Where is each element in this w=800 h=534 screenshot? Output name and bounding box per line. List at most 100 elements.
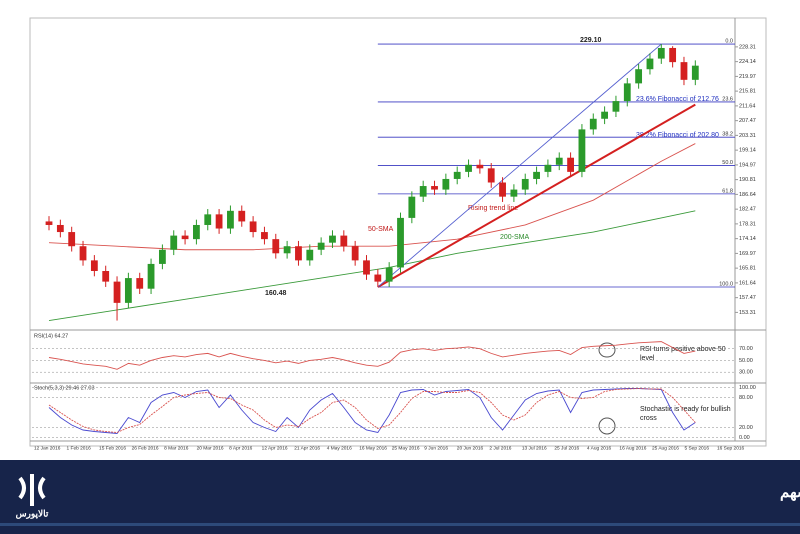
sma50-annotation: 50-SMA — [368, 226, 394, 233]
fib-annotation: 38.2% Fibonacci of 202.80 — [636, 132, 719, 139]
candle-body — [158, 249, 166, 264]
logo-icon — [18, 474, 46, 506]
candle-body — [317, 242, 325, 250]
candle-body — [419, 186, 427, 197]
candle-body — [691, 65, 699, 80]
candle-body — [567, 157, 574, 172]
logo-text: تالاپورس — [16, 508, 49, 519]
y-tick-label: 186.64 — [739, 192, 756, 198]
candle-body — [510, 189, 518, 197]
candle-body — [385, 267, 393, 282]
fib-label: 23.6 — [722, 96, 733, 102]
rsi-note-box: RSI turns positive above 50 level — [640, 346, 726, 362]
y-tick-label: 20.00 — [739, 425, 753, 431]
fib-label: 100.0 — [719, 281, 733, 287]
x-tick-label: 12 Apr 2016 — [262, 445, 288, 451]
y-tick-label: 0.00 — [739, 435, 750, 441]
candle-body — [90, 260, 98, 272]
fib-label: 61.8 — [722, 188, 733, 194]
y-tick-label: 228.31 — [739, 44, 756, 50]
x-tick-label: 16 Aug 2016 — [619, 445, 646, 451]
x-tick-label: 13 Jul 2016 — [522, 445, 547, 451]
sma200-annotation: 200-SMA — [500, 234, 530, 241]
candle-body — [646, 58, 654, 70]
candle-body — [544, 164, 552, 172]
footer-stripe — [0, 523, 800, 526]
candle-body — [56, 224, 64, 233]
candle-body — [442, 178, 450, 190]
x-tick-label: 26 Feb 2016 — [132, 445, 159, 451]
y-tick-label: 153.31 — [739, 310, 756, 316]
candle-body — [193, 224, 200, 240]
candle-body — [351, 246, 359, 261]
candle-body — [124, 278, 132, 303]
candle-body — [170, 235, 178, 250]
fib-label: 0.0 — [725, 39, 733, 45]
candle-body — [283, 246, 291, 254]
rsi-note: RSI turns positive above 50 level — [640, 346, 726, 362]
y-tick-label: 157.47 — [739, 295, 756, 301]
candle-body — [215, 214, 223, 229]
y-tick-label: 219.97 — [739, 74, 756, 80]
candle-body — [623, 83, 631, 102]
candle-body — [79, 246, 87, 261]
candle-body — [589, 118, 597, 130]
y-tick-label: 182.47 — [739, 207, 756, 213]
y-tick-label: 190.81 — [739, 177, 756, 183]
candle-body — [453, 171, 461, 179]
footer-title: نمونه‌ای از یک تحلیل تکنیکال برای تشخیص … — [780, 484, 800, 501]
rsi-label: RSI(14) 64.27 — [34, 333, 68, 339]
candle-body — [45, 221, 53, 225]
y-tick-label: 203.31 — [739, 133, 756, 139]
candle-body — [578, 129, 586, 172]
candle-body — [136, 278, 144, 289]
candle-body — [295, 246, 302, 261]
candle-body — [68, 232, 76, 247]
candle-body — [521, 178, 529, 190]
y-tick-label: 169.97 — [739, 251, 756, 257]
y-tick-label: 161.64 — [739, 280, 756, 286]
stoch-label: Stoch(5,3,3) 29.46 27.03 — [34, 385, 95, 391]
high-label: 229.10 — [580, 37, 602, 44]
indicator-line — [377, 43, 662, 288]
y-tick-label: 215.81 — [739, 89, 756, 95]
fib-label: 50.0 — [722, 160, 733, 166]
candle-body — [612, 101, 620, 112]
x-tick-label: 4 Aug 2016 — [587, 445, 612, 451]
y-tick-label: 80.00 — [739, 395, 753, 401]
candle-body — [680, 62, 688, 80]
x-tick-label: 1 Feb 2016 — [67, 445, 92, 451]
candle-body — [306, 249, 314, 261]
candle-body — [397, 217, 404, 268]
y-tick-label: 211.64 — [739, 103, 755, 109]
x-tick-label: 15 Feb 2016 — [99, 445, 126, 451]
y-tick-label: 174.14 — [739, 236, 756, 242]
rsi-line — [48, 341, 696, 370]
candle-body — [238, 210, 246, 222]
candle-body — [113, 281, 121, 303]
stoch-note: Stochastic is ready for bullish cross — [640, 406, 731, 422]
x-tick-label: 5 Sep 2016 — [684, 445, 709, 451]
candle-body — [635, 69, 643, 84]
y-tick-label: 178.31 — [739, 221, 756, 227]
candle-body — [465, 164, 472, 172]
y-tick-label: 70.00 — [739, 346, 753, 352]
stoch-note-box: Stochastic is ready for bullish cross — [640, 406, 731, 422]
y-tick-label: 30.00 — [739, 370, 753, 376]
candle-body — [487, 168, 495, 183]
x-tick-label: 2 Jul 2016 — [489, 445, 511, 451]
x-tick-label: 25 May 2016 — [392, 445, 420, 451]
candle-body — [669, 47, 677, 63]
x-tick-label: 25 Jul 2016 — [554, 445, 579, 451]
candle-body — [181, 235, 189, 240]
x-tick-label: 20 Jun 2016 — [457, 445, 484, 451]
candle-body — [340, 235, 348, 247]
x-tick-label: 21 Apr 2016 — [294, 445, 320, 451]
candle-body — [601, 111, 609, 119]
candle-body — [363, 260, 370, 275]
y-tick-label: 50.00 — [739, 358, 753, 364]
candle-body — [102, 271, 110, 282]
y-tick-label: 224.14 — [739, 59, 756, 65]
y-tick-label: 100.00 — [739, 385, 756, 391]
